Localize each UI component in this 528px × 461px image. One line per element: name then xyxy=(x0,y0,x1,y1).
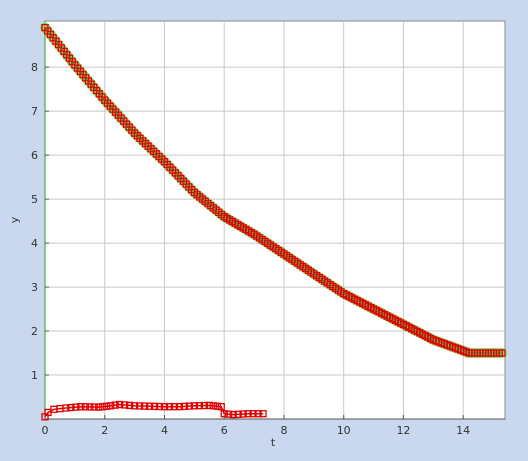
y-tick-label: 6 xyxy=(31,149,38,162)
y-tick-label: 5 xyxy=(31,193,38,206)
x-tick-label: 12 xyxy=(396,424,410,437)
y-tick-label: 8 xyxy=(31,61,38,74)
x-tick-label: 4 xyxy=(161,424,168,437)
y-tick-label: 1 xyxy=(31,369,38,382)
plot-area xyxy=(45,21,505,419)
y-tick-label: 3 xyxy=(31,281,38,294)
x-tick-label: 8 xyxy=(280,424,287,437)
x-tick-label: 0 xyxy=(42,424,49,437)
y-tick-label: 2 xyxy=(31,325,38,338)
x-tick-label: 6 xyxy=(221,424,228,437)
x-tick-label: 2 xyxy=(101,424,108,437)
x-tick-label: 14 xyxy=(456,424,470,437)
y-axis-label: y xyxy=(8,216,21,223)
x-tick-label: 10 xyxy=(337,424,351,437)
y-tick-label: 4 xyxy=(31,237,38,250)
x-axis-label: t xyxy=(271,436,276,449)
y-tick-label: 7 xyxy=(31,105,38,118)
